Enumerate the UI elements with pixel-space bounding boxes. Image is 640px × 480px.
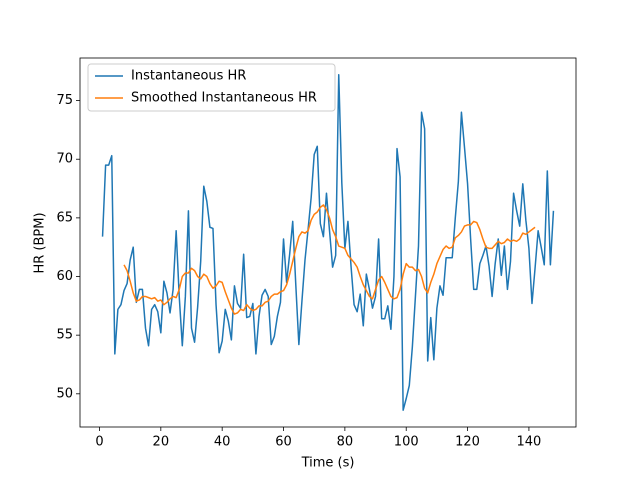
- x-tick-label: 140: [517, 435, 542, 450]
- y-tick-label: 65: [56, 210, 73, 225]
- legend-label: Instantaneous HR: [131, 69, 246, 84]
- legend-label: Smoothed Instantaneous HR: [131, 91, 317, 106]
- x-tick-label: 0: [95, 435, 103, 450]
- y-tick-label: 50: [56, 386, 73, 401]
- x-tick-label: 100: [394, 435, 419, 450]
- x-tick-label: 60: [275, 435, 292, 450]
- y-axis-label: HR (BPM): [33, 212, 48, 273]
- x-tick-label: 80: [337, 435, 354, 450]
- x-tick-label: 20: [153, 435, 170, 450]
- y-tick-label: 60: [56, 269, 73, 284]
- data-line: [101, 74, 555, 411]
- x-tick-label: 120: [455, 435, 480, 450]
- y-tick-label: 70: [56, 152, 73, 167]
- data-line: [123, 204, 536, 315]
- plot-frame: [79, 57, 577, 428]
- x-tick-label: 40: [214, 435, 231, 450]
- y-tick-label: 55: [56, 328, 73, 343]
- legend-box: [87, 63, 336, 112]
- y-tick-label: 75: [56, 93, 73, 108]
- x-axis-label: Time (s): [301, 456, 355, 471]
